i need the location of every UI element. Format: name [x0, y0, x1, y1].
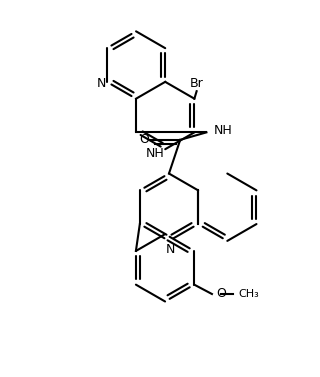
Text: NH: NH	[214, 124, 233, 137]
Text: O: O	[216, 288, 226, 300]
Text: N: N	[97, 77, 106, 90]
Text: CH₃: CH₃	[238, 289, 259, 299]
Text: N: N	[166, 244, 175, 256]
Text: Br: Br	[190, 77, 204, 90]
Text: NH: NH	[145, 147, 164, 160]
Text: O: O	[139, 133, 149, 146]
